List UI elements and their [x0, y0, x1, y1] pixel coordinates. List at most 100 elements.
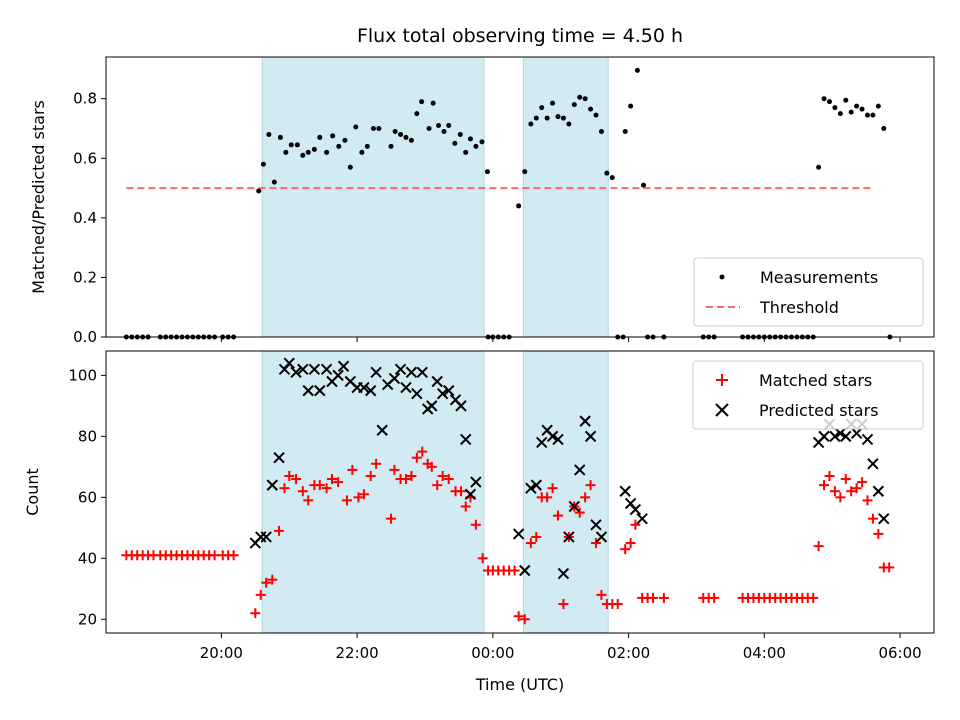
- matched-star-point: [840, 474, 851, 485]
- measurement-point: [256, 188, 262, 194]
- measurement-point: [324, 149, 330, 155]
- marker-stroke: [376, 424, 388, 436]
- predicted-star-point: [829, 430, 841, 443]
- top-shaded-intervals: [261, 56, 609, 338]
- marker-stroke: [563, 531, 575, 543]
- predicted-star-point: [530, 479, 542, 491]
- measurement-point: [555, 114, 561, 120]
- bottom-panel: 20 40 60 80 100 20:00 22:00 00:00 02:00 04:00 06:…: [23, 350, 935, 694]
- bottom-x-axis-ticks: 20:00 22:00 00:00 02:00 04:00 06:00: [200, 633, 922, 662]
- legend-predicted-marker: [715, 403, 729, 417]
- measurement-point: [446, 123, 452, 129]
- matched-star-point: [620, 544, 631, 555]
- predicted-star-point: [552, 433, 564, 446]
- measurement-point: [336, 143, 342, 149]
- top-panel: 0.00.20.40.60.8 Matched/Predicted stars …: [29, 56, 935, 346]
- predicted-star-point: [563, 531, 575, 543]
- predicted-star-point: [867, 458, 879, 470]
- measurement-point: [294, 142, 300, 148]
- matched-star-point: [261, 577, 272, 588]
- marker-stroke: [861, 433, 874, 446]
- marker-stroke: [584, 430, 597, 443]
- bottom-legend: Matched stars Predicted stars: [692, 360, 924, 430]
- matched-star-point: [585, 480, 596, 491]
- matched-star-point: [347, 464, 358, 475]
- top-y-axis-ticks: 0.0 0.2 0.4 0.6 0.8: [73, 90, 106, 346]
- measurement-point: [467, 136, 473, 142]
- measurement-point: [283, 149, 289, 155]
- predicted-star-point: [629, 503, 642, 516]
- matched-star-point: [709, 592, 720, 603]
- measurement-point: [826, 99, 832, 105]
- matched-star-point: [553, 510, 564, 521]
- shaded-interval-2: [522, 350, 609, 634]
- matched-star-point: [519, 614, 530, 625]
- measurement-point: [816, 164, 822, 170]
- measurement-point: [266, 131, 272, 137]
- measurement-point: [457, 131, 463, 137]
- y-tick-label: 80: [78, 427, 97, 445]
- predicted-star-point: [320, 363, 333, 375]
- measurement-point: [479, 139, 485, 145]
- marker-stroke: [436, 387, 449, 400]
- marker-stroke: [302, 384, 314, 397]
- measurement-point: [317, 134, 323, 140]
- measurement-point: [484, 169, 490, 175]
- predicted-star-point: [840, 430, 852, 443]
- matched-star-point: [437, 470, 448, 481]
- marker-stroke: [459, 433, 472, 446]
- predicted-star-point: [436, 387, 449, 400]
- measurement-point: [628, 103, 634, 109]
- measurement-point: [864, 112, 870, 118]
- matched-star-point: [389, 464, 400, 475]
- matched-star-point: [411, 452, 422, 463]
- top-legend: Measurements Threshold: [693, 257, 924, 327]
- matched-star-point: [612, 599, 623, 610]
- marker-stroke: [283, 357, 295, 369]
- measurement-point: [832, 105, 838, 111]
- measurement-point: [609, 175, 615, 181]
- marker-stroke: [530, 479, 542, 491]
- matched-star-point: [813, 541, 824, 552]
- matched-star-point: [477, 553, 488, 564]
- measurement-point: [288, 142, 294, 148]
- marker-stroke: [470, 476, 482, 488]
- measurement-point: [634, 67, 640, 73]
- matched-star-point: [547, 483, 558, 494]
- measurement-point: [522, 169, 528, 175]
- x-tick-label: 00:00: [471, 644, 514, 662]
- matched-star-point: [274, 525, 285, 536]
- marker-stroke: [370, 366, 382, 379]
- measurement-point: [271, 179, 277, 185]
- marker-stroke: [449, 394, 462, 406]
- predicted-star-point: [595, 531, 608, 543]
- bottom-y-axis-ticks: 20 40 60 80 100: [68, 366, 106, 628]
- marker-stroke: [829, 430, 841, 443]
- measurement-point: [347, 164, 353, 170]
- predicted-star-point: [574, 464, 586, 476]
- measurement-point: [419, 99, 425, 105]
- predicted-star-point: [443, 384, 455, 397]
- marker-stroke: [273, 451, 285, 464]
- matched-star-point: [658, 592, 669, 603]
- matched-star-point: [228, 550, 239, 561]
- measurement-point: [875, 103, 881, 109]
- predicted-star-point: [411, 387, 423, 400]
- matched-star-point: [341, 495, 352, 506]
- measurement-point: [821, 96, 827, 102]
- marker-stroke: [337, 360, 350, 372]
- matched-star-point: [596, 589, 607, 600]
- predicted-star-point: [290, 366, 302, 379]
- shaded-interval-1: [261, 56, 485, 338]
- predicted-star-point: [525, 482, 537, 494]
- predicted-star-point: [308, 363, 321, 375]
- measurement-point: [539, 105, 545, 111]
- matched-star-point: [386, 513, 397, 524]
- measurement-point: [550, 100, 556, 106]
- predicted-star-point: [590, 519, 602, 531]
- measurement-point: [330, 133, 336, 139]
- measurement-point: [859, 106, 865, 112]
- measurement-point: [641, 182, 647, 188]
- matched-star-point: [630, 519, 641, 530]
- bottom-plot-frame: [105, 350, 935, 634]
